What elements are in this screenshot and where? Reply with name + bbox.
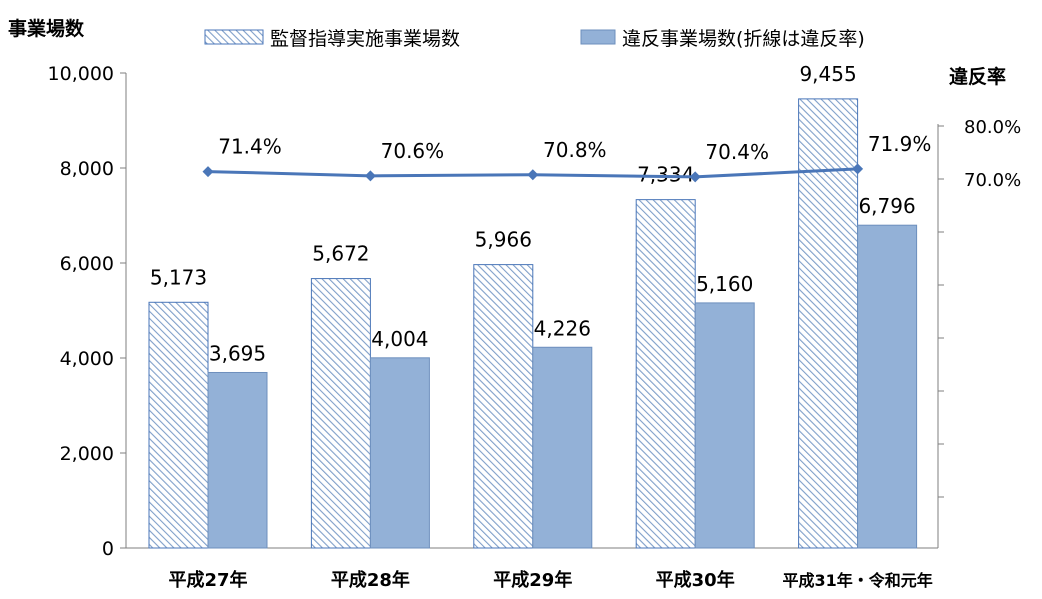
bars xyxy=(148,98,918,549)
y2-tick-label: 70.0% xyxy=(964,170,1021,191)
bar-violation-4 xyxy=(694,302,755,549)
rate-point-5 xyxy=(852,163,864,175)
bar-label-violation-3: 4,226 xyxy=(534,316,591,340)
rate-point-2 xyxy=(364,170,376,182)
legend-swatch-hatched xyxy=(204,29,264,45)
bar-label-violation-2: 4,004 xyxy=(371,327,428,351)
y-tick-label: 8,000 xyxy=(60,158,114,180)
bar-label-inspected-5: 9,455 xyxy=(799,62,856,86)
bar-label-inspected-2: 5,672 xyxy=(312,242,369,266)
x-tick-label: 平成30年 xyxy=(656,569,735,591)
rate-label-1: 71.4% xyxy=(218,135,282,159)
bar-inspected-3 xyxy=(473,264,534,549)
legend-label-series-2: 違反事業場数(折線は違反率) xyxy=(622,28,865,50)
bar-inspected-2 xyxy=(310,278,371,549)
y2-axis-title: 違反率 xyxy=(949,65,1006,88)
rate-label-3: 70.8% xyxy=(543,138,607,162)
rate-point-1 xyxy=(202,166,214,178)
bar-inspected-1 xyxy=(148,301,209,549)
y-tick-label: 10,000 xyxy=(48,63,114,85)
x-tick-label: 平成29年 xyxy=(493,569,572,591)
bar-labels: 5,173 3,695 5,672 4,004 5,966 4,226 7,334 5,160… xyxy=(150,62,916,366)
x-axis-labels: 平成27年 平成28年 平成29年 平成30年 平成31年・令和元年 xyxy=(168,569,932,591)
x-tick-label: 平成28年 xyxy=(331,569,410,591)
bar-label-inspected-4: 7,334 xyxy=(637,163,694,187)
bar-label-violation-1: 3,695 xyxy=(209,341,266,365)
rate-line: 71.4% 70.6% 70.8% 70.4% 71.9% xyxy=(202,132,932,183)
y-tick-label: 0 xyxy=(102,538,114,560)
rate-point-3 xyxy=(527,169,539,181)
bar-violation-1 xyxy=(207,371,268,549)
y-axis-title: 事業場数 xyxy=(8,17,85,40)
legend-swatch-solid xyxy=(580,29,616,45)
bar-label-violation-4: 5,160 xyxy=(696,272,753,296)
y-tick-label: 6,000 xyxy=(60,253,114,275)
bar-label-violation-5: 6,796 xyxy=(858,194,915,218)
y2-tick-label: 80.0% xyxy=(964,117,1021,138)
bar-inspected-4 xyxy=(635,199,696,549)
bar-label-inspected-1: 5,173 xyxy=(150,265,207,289)
bar-violation-2 xyxy=(369,357,430,549)
rate-label-4: 70.4% xyxy=(705,140,769,164)
rate-label-5: 71.9% xyxy=(868,132,932,156)
bar-violation-3 xyxy=(532,346,593,549)
legend-label-series-1: 監督指導実施事業場数 xyxy=(270,28,460,50)
bar-inspected-5 xyxy=(798,98,859,549)
legend: 監督指導実施事業場数 違反事業場数(折線は違反率) xyxy=(204,28,865,50)
y-tick-label: 4,000 xyxy=(60,348,114,370)
x-tick-label: 平成27年 xyxy=(168,569,247,591)
rate-label-2: 70.6% xyxy=(381,139,445,163)
bar-violation-5 xyxy=(857,224,918,549)
y-tick-label: 2,000 xyxy=(60,443,114,465)
y2-axis-ticks: 70.0% 80.0% xyxy=(938,117,1021,498)
rate-point-4 xyxy=(689,171,701,183)
bar-label-inspected-3: 5,966 xyxy=(475,228,532,252)
x-tick-label: 平成31年・令和元年 xyxy=(782,571,932,590)
y-axis-ticks: 0 2,000 4,000 6,000 8,000 10,000 xyxy=(48,63,126,560)
